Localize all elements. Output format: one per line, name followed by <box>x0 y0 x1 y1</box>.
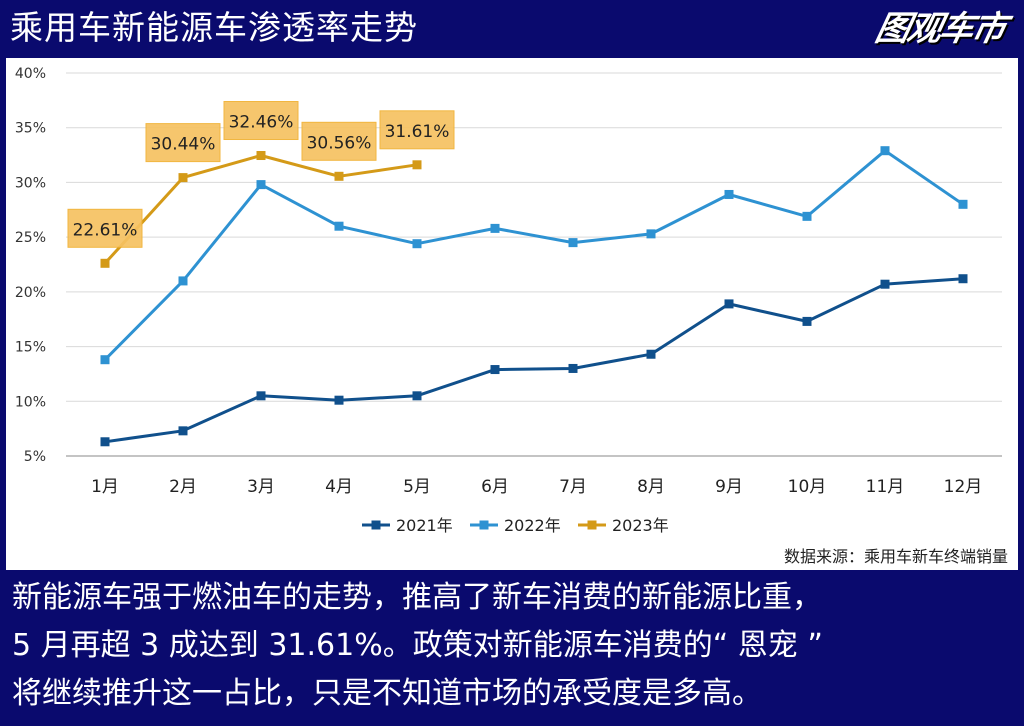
data-label-box <box>223 101 299 141</box>
y-tick-label: 30% <box>15 175 46 191</box>
x-tick-label: 11月 <box>866 477 905 497</box>
y-tick-label: 5% <box>24 449 46 465</box>
y-tick-label: 15% <box>15 340 46 356</box>
data-point <box>958 199 968 209</box>
data-point <box>256 151 266 161</box>
data-point <box>178 426 188 436</box>
data-label: 31.61% <box>385 122 450 142</box>
caption-line-3: 将继续推升这一占比，只是不知道市场的承受度是多高。 <box>12 676 762 711</box>
brand-logo: 图观车市 <box>871 9 1009 49</box>
data-point <box>802 211 812 221</box>
data-point <box>256 391 266 401</box>
data-source-note: 数据来源：乘用车新车终端销量 <box>783 547 1008 566</box>
y-tick-label: 40% <box>15 66 46 82</box>
x-tick-label: 8月 <box>637 477 665 497</box>
series-line <box>103 149 964 361</box>
data-point <box>256 180 266 190</box>
legend-swatch-marker <box>587 520 597 530</box>
data-point <box>412 239 422 249</box>
x-tick-label: 3月 <box>247 477 275 497</box>
data-label: 32.46% <box>229 113 294 133</box>
x-tick-label: 2月 <box>169 477 197 497</box>
y-tick-label: 10% <box>15 394 46 410</box>
legend-label: 2022年 <box>504 516 561 535</box>
header-bar: 乘用车新能源车渗透率走势 图观车市 <box>0 0 1024 58</box>
data-point <box>100 437 110 447</box>
x-tick-label: 1月 <box>91 477 119 497</box>
y-tick-label: 35% <box>15 121 46 137</box>
data-label: 30.56% <box>307 133 372 153</box>
data-label-box <box>67 208 143 248</box>
data-point <box>880 279 890 289</box>
data-point <box>646 229 656 239</box>
data-point <box>100 355 110 365</box>
data-point <box>646 349 656 359</box>
data-point <box>490 223 500 233</box>
penetration-line-chart: 5% 10% 15% 20% 25% 30% 35% 40% 1月 2月 3月 4月 5月 6月 7月 8月 9… <box>15 66 1002 535</box>
data-label-box <box>301 121 377 161</box>
y-tick-label: 25% <box>15 230 46 246</box>
data-point <box>724 189 734 199</box>
legend-label: 2021年 <box>396 516 453 535</box>
data-point <box>100 258 110 268</box>
x-tick-label: 10月 <box>788 477 827 497</box>
legend-swatch-marker <box>479 520 489 530</box>
data-label-box <box>379 110 455 150</box>
data-point <box>178 173 188 183</box>
data-point <box>412 160 422 170</box>
data-point <box>724 299 734 309</box>
data-point <box>568 363 578 373</box>
x-tick-label: 9月 <box>715 477 743 497</box>
data-point <box>334 395 344 405</box>
data-point <box>178 276 188 286</box>
x-tick-label: 5月 <box>403 477 431 497</box>
legend-label: 2023年 <box>612 516 669 535</box>
y-tick-label: 20% <box>15 285 46 301</box>
data-point <box>802 316 812 326</box>
data-label-box <box>145 123 221 163</box>
caption-line-2: 5 月再超 3 成达到 31.61%。政策对新能源车消费的“ 恩宠 ” <box>12 628 823 663</box>
series-line <box>103 154 418 265</box>
x-tick-label: 4月 <box>325 477 353 497</box>
x-tick-label: 12月 <box>944 477 983 497</box>
data-point <box>334 171 344 181</box>
caption-line-1: 新能源车强于燃油车的走势，推高了新车消费的新能源比重， <box>12 580 822 615</box>
series-line <box>104 277 964 444</box>
data-point <box>412 391 422 401</box>
data-point <box>568 238 578 248</box>
data-label: 30.44% <box>151 135 216 155</box>
data-point <box>958 274 968 284</box>
page-title: 乘用车新能源车渗透率走势 <box>10 8 418 47</box>
data-point <box>334 221 344 231</box>
data-point <box>490 365 500 375</box>
x-tick-label: 7月 <box>559 477 587 497</box>
chart-panel: 5% 10% 15% 20% 25% 30% 35% 40% 1月 2月 3月 4月 5月 6月 7月 8月 9… <box>6 58 1018 570</box>
data-label: 22.61% <box>73 220 138 240</box>
data-point <box>880 146 890 156</box>
legend-swatch-marker <box>371 520 381 530</box>
x-tick-label: 6月 <box>481 477 509 497</box>
caption-text: 新能源车强于燃油车的走势，推高了新车消费的新能源比重， 5 月再超 3 成达到 … <box>12 574 1016 718</box>
